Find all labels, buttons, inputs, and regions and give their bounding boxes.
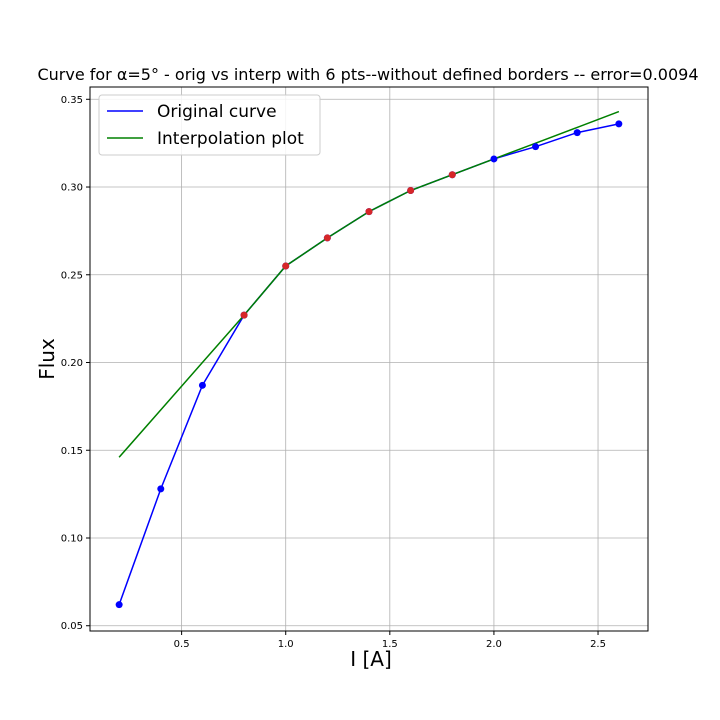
plot-area-frame	[89, 86, 649, 632]
interpolation-node-point	[240, 311, 248, 319]
original-curve-point	[573, 129, 581, 137]
x-axis-label: I [A]	[350, 647, 392, 671]
interpolation-node-point	[323, 234, 331, 242]
original-curve-point	[532, 143, 540, 151]
x-tick-label: 1.5	[382, 639, 398, 650]
y-tick-label: 0.35	[61, 95, 83, 106]
legend-label-original: Original curve	[157, 102, 277, 122]
x-tick-label: 0.5	[174, 639, 190, 650]
interpolation-node-point	[448, 171, 456, 179]
original-curve-point	[490, 155, 498, 163]
original-curve-point	[198, 381, 206, 389]
x-tick-label: 2.0	[486, 639, 502, 650]
original-curve-line	[118, 123, 620, 605]
y-tick-label: 0.20	[61, 358, 83, 369]
y-tick-label: 0.10	[61, 533, 83, 544]
axis-ticks: 0.5 1.0 1.5 2.0 2.5 0.05 0.10 0.15 0.20 0.25 0.30 0…	[61, 95, 606, 650]
legend-box	[98, 94, 321, 156]
legend-label-interpolation: Interpolation plot	[157, 129, 304, 149]
y-tick-label: 0.15	[61, 446, 83, 457]
y-tick-label: 0.05	[61, 621, 83, 632]
x-tick-label: 1.0	[278, 639, 294, 650]
interpolation-node-point	[407, 187, 415, 195]
original-curve-point	[157, 485, 165, 493]
y-tick-label: 0.25	[61, 270, 83, 281]
original-curve-point	[115, 601, 123, 609]
series-lines	[118, 110, 620, 605]
original-curve-point	[615, 120, 623, 128]
y-tick-label: 0.30	[61, 183, 83, 194]
grid-lines	[90, 87, 648, 631]
x-tick-label: 2.5	[590, 639, 606, 650]
data-markers	[115, 120, 623, 609]
y-axis-label: Flux	[35, 338, 59, 380]
interpolation-node-point	[282, 262, 290, 270]
interpolation-node-point	[365, 208, 373, 216]
chart-title: Curve for α=5° - orig vs interp with 6 p…	[37, 65, 698, 84]
legend: Original curve Interpolation plot	[98, 94, 321, 156]
